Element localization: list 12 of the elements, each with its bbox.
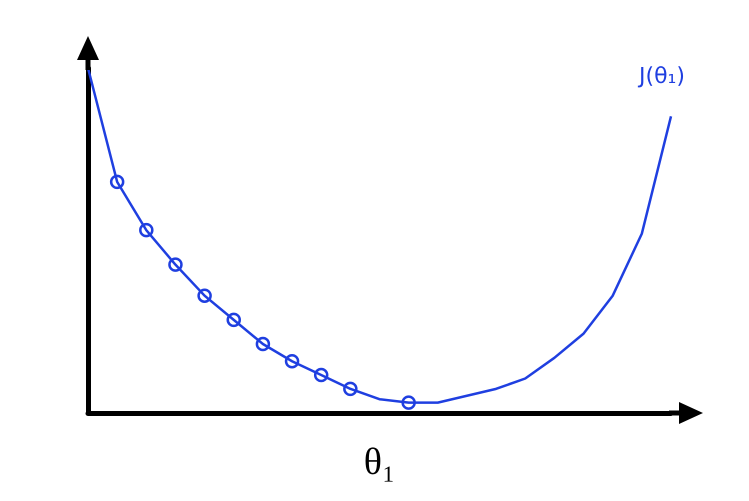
point bbox=[168, 257, 183, 272]
point bbox=[401, 395, 416, 410]
series-label: J(θ₁) bbox=[637, 64, 685, 89]
point bbox=[284, 354, 300, 368]
point bbox=[256, 336, 270, 352]
point bbox=[110, 174, 124, 190]
point bbox=[226, 312, 241, 328]
x-axis-title: θ₁ bbox=[364, 441, 396, 483]
point bbox=[197, 288, 212, 303]
point bbox=[343, 382, 358, 396]
point bbox=[314, 368, 328, 382]
point bbox=[139, 222, 154, 238]
